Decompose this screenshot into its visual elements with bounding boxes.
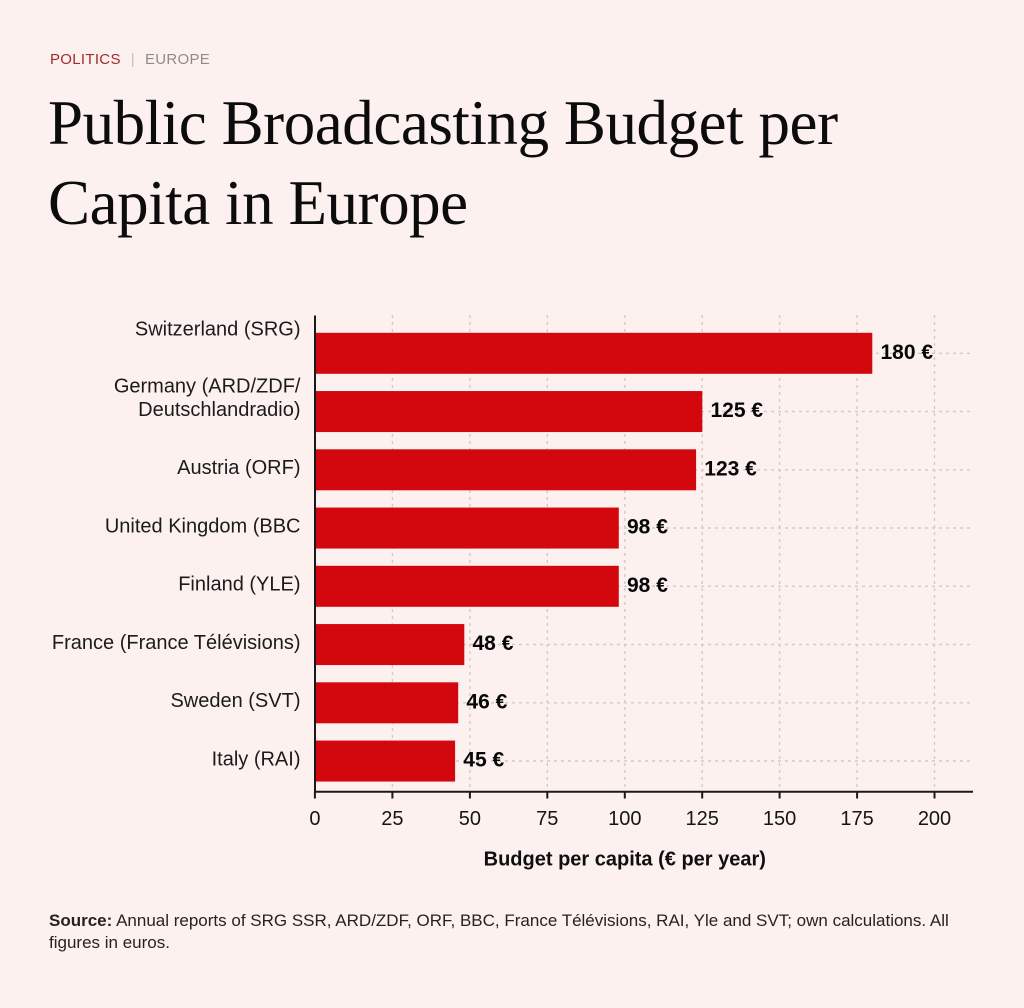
- svg-text:75: 75: [536, 808, 558, 830]
- svg-text:France (France Télévisions): France (France Télévisions): [52, 632, 301, 654]
- svg-text:123 €: 123 €: [704, 457, 757, 480]
- svg-text:Budget per capita (€ per year): Budget per capita (€ per year): [484, 849, 766, 871]
- svg-text:98 €: 98 €: [627, 574, 668, 597]
- svg-text:50: 50: [459, 808, 481, 830]
- svg-text:Sweden (SVT): Sweden (SVT): [170, 690, 300, 712]
- svg-text:180 €: 180 €: [881, 341, 934, 364]
- svg-text:125 €: 125 €: [711, 399, 764, 422]
- svg-text:Finland (YLE): Finland (YLE): [178, 574, 300, 596]
- svg-text:46 €: 46 €: [466, 690, 507, 713]
- svg-text:125: 125: [686, 808, 719, 830]
- svg-text:Italy (RAI): Italy (RAI): [212, 748, 301, 770]
- svg-text:175: 175: [840, 808, 873, 830]
- svg-text:Deutschlandradio): Deutschlandradio): [138, 399, 300, 421]
- svg-text:Switzerland (SRG): Switzerland (SRG): [135, 319, 301, 341]
- svg-text:100: 100: [608, 808, 641, 830]
- svg-text:Austria (ORF): Austria (ORF): [177, 457, 300, 479]
- svg-text:150: 150: [763, 808, 796, 830]
- svg-text:25: 25: [381, 808, 403, 830]
- svg-text:0: 0: [309, 808, 320, 830]
- svg-text:Germany (ARD/ZDF/: Germany (ARD/ZDF/: [114, 375, 301, 397]
- svg-text:98 €: 98 €: [627, 516, 668, 539]
- svg-text:United Kingdom (BBC: United Kingdom (BBC: [105, 515, 301, 537]
- svg-text:48 €: 48 €: [473, 632, 514, 655]
- svg-text:200: 200: [918, 808, 951, 830]
- svg-text:45 €: 45 €: [463, 749, 504, 772]
